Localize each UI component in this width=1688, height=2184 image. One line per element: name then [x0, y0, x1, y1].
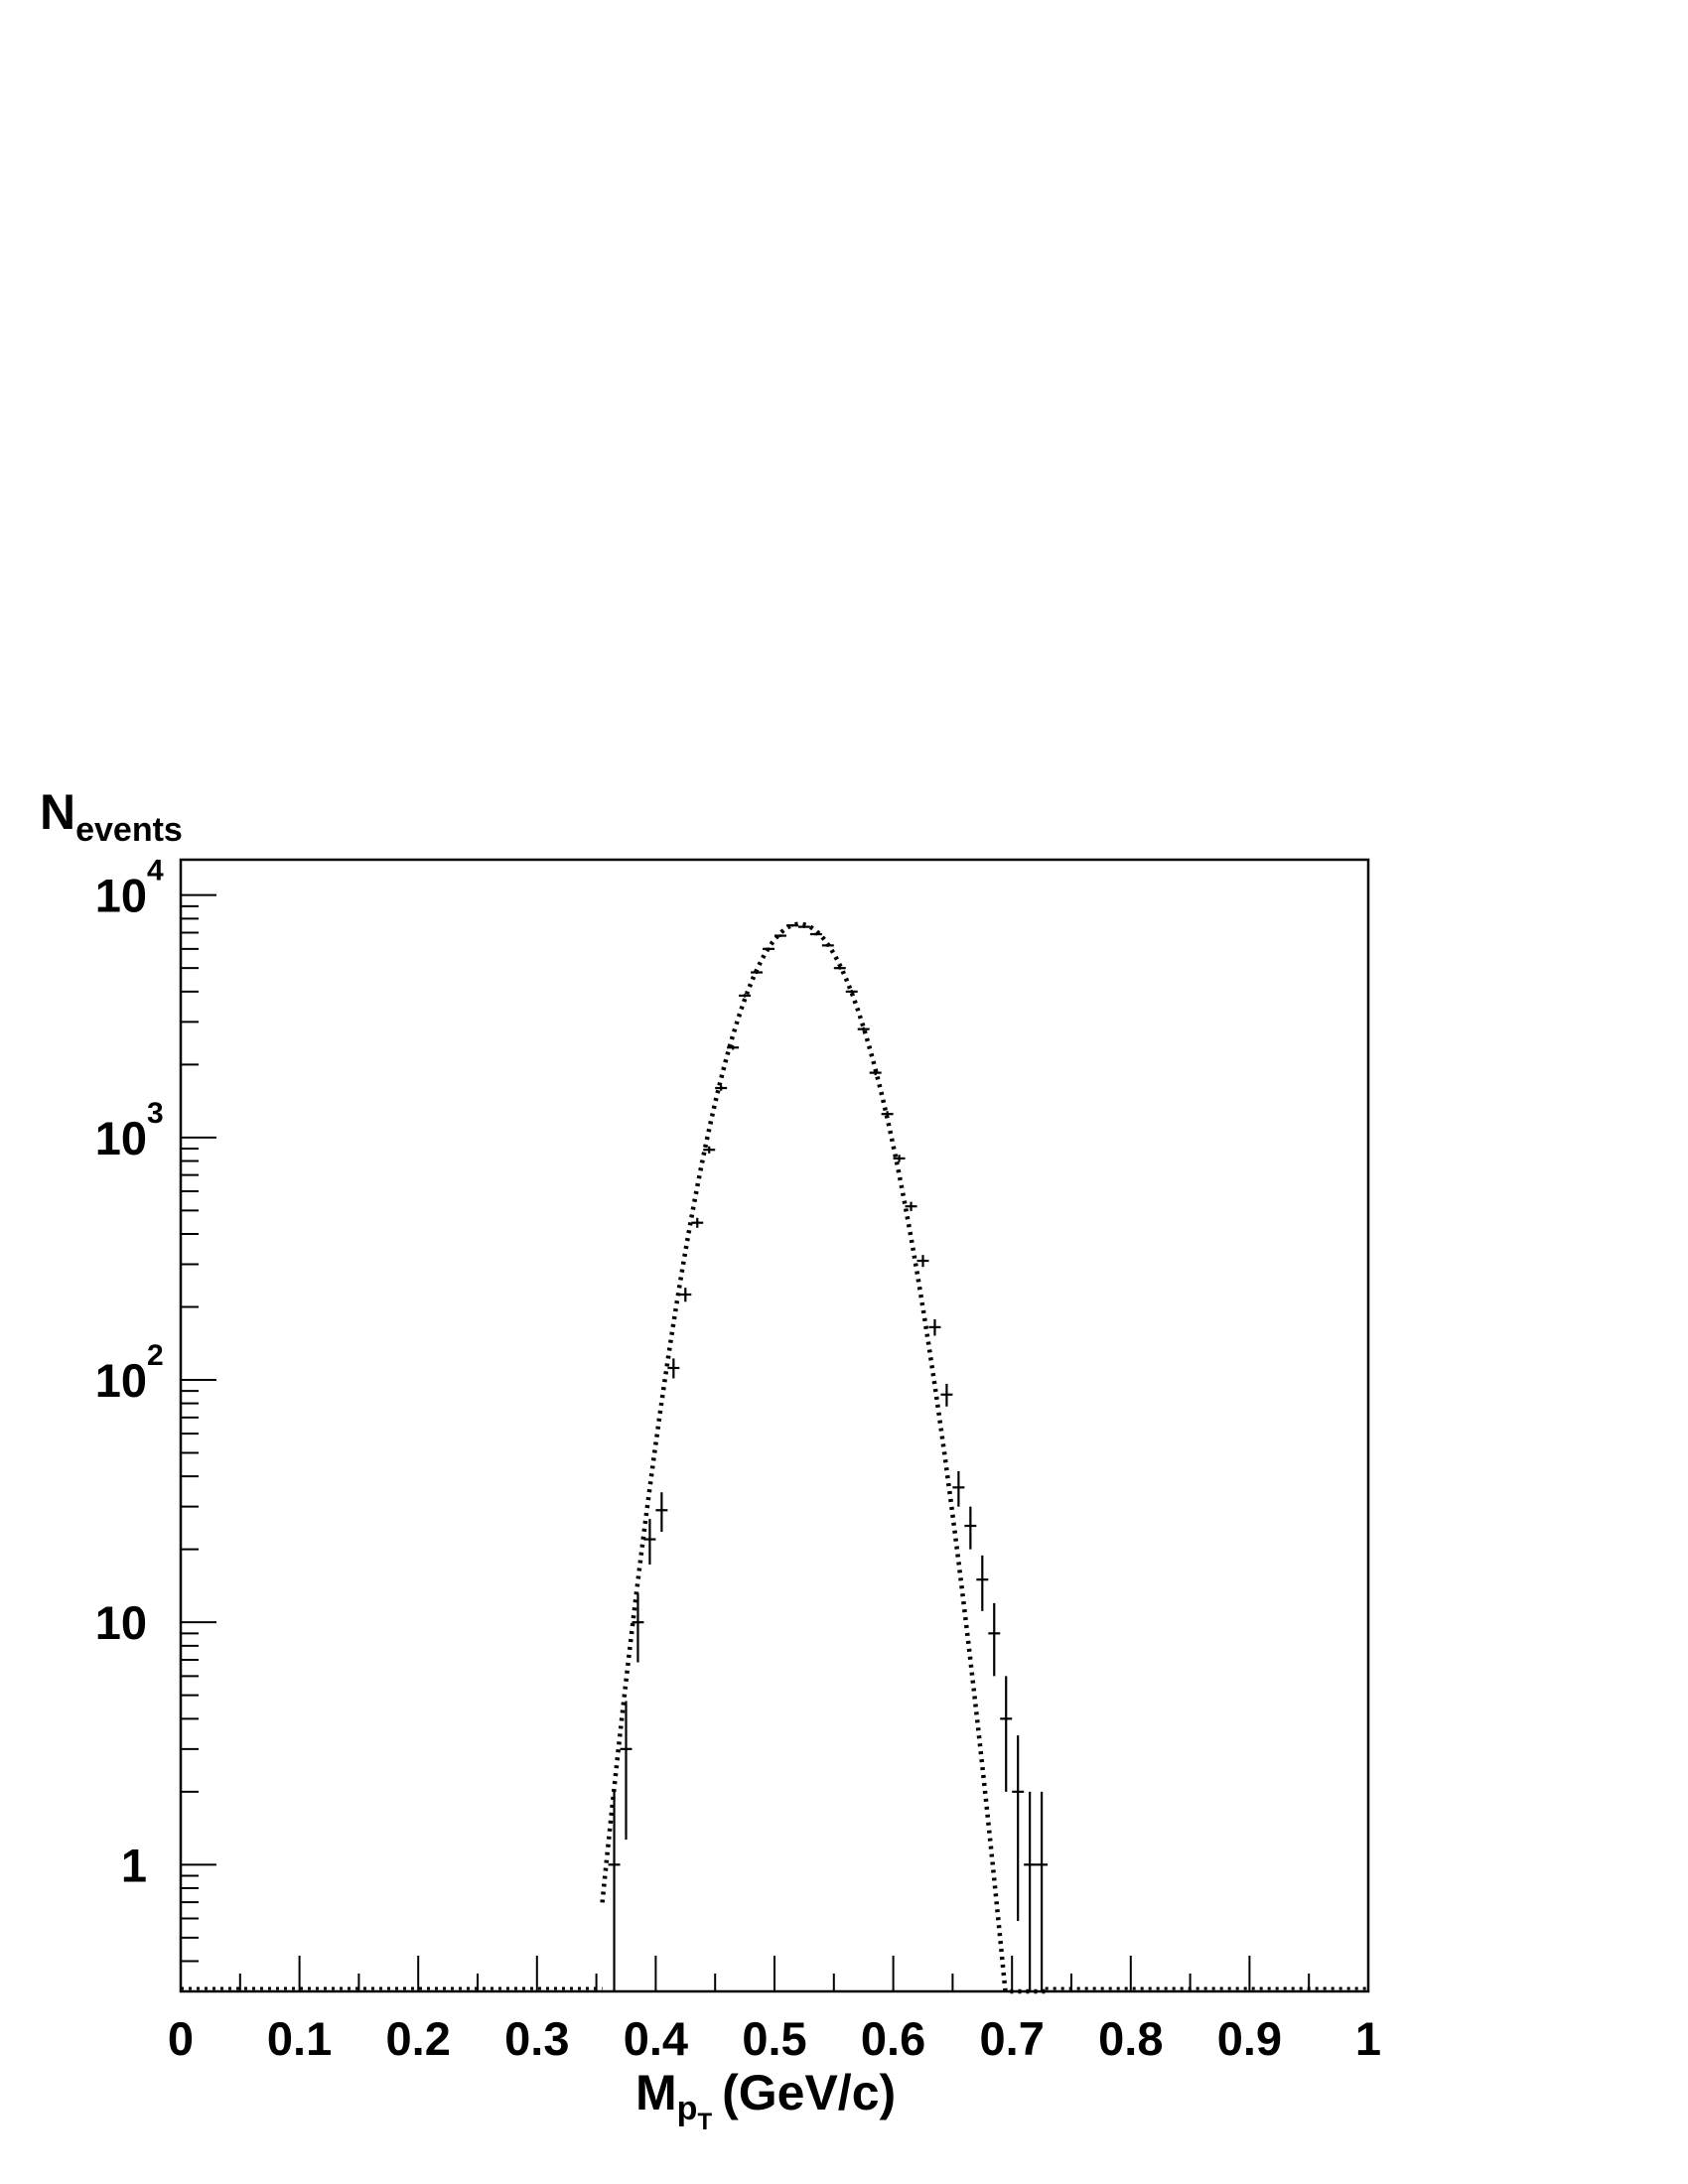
data-point [1036, 1791, 1049, 1991]
y-tick-label: 10 [95, 1112, 147, 1164]
data-point [774, 934, 786, 937]
data-point [655, 1492, 668, 1533]
data-point [715, 1085, 728, 1091]
x-tick-label: 0.7 [980, 2012, 1045, 2065]
data-point [679, 1288, 692, 1302]
data-point [809, 932, 822, 936]
x-tick-label: 1 [1355, 2012, 1381, 2065]
data-point [667, 1358, 680, 1379]
data-point [952, 1470, 965, 1507]
data-point [797, 925, 810, 928]
data-point [940, 1383, 953, 1407]
y-axis-ticks [181, 893, 216, 1992]
x-tick-label: 0.6 [861, 2012, 925, 2065]
data-point [1000, 1676, 1013, 1792]
data-point [1012, 1735, 1025, 1922]
y-tick-exponent: 2 [147, 1339, 164, 1372]
data-point [976, 1555, 989, 1611]
data-point [833, 966, 846, 970]
data-point [703, 1146, 716, 1154]
y-tick-label: 10 [95, 870, 147, 922]
data-point [857, 1026, 870, 1031]
plot-frame [179, 858, 1370, 1993]
data-point [964, 1506, 977, 1550]
data-point [881, 1111, 894, 1118]
data-point [905, 1201, 917, 1211]
data-point [608, 1791, 621, 1991]
x-axis-ticks [180, 1956, 1369, 1991]
x-tick-label: 0 [168, 2012, 194, 2065]
data-point [739, 994, 752, 998]
data-point [727, 1045, 740, 1050]
data-point [1024, 1791, 1037, 1991]
x-tick-label: 0.9 [1217, 2012, 1282, 2065]
x-axis-label: MpT(GeV/c) [635, 2065, 896, 2135]
data-point [751, 970, 764, 975]
y-tick-label: 10 [95, 1596, 147, 1649]
data-point [928, 1318, 941, 1336]
x-tick-label: 0.5 [742, 2012, 806, 2065]
data-point [869, 1070, 882, 1076]
fit-curve-line [600, 921, 1046, 1994]
data-point [620, 1701, 633, 1841]
x-tick-label: 0.2 [386, 2012, 451, 2065]
data-point [893, 1155, 906, 1162]
x-tick-label: 0.4 [624, 2012, 688, 2065]
data-point [988, 1602, 1001, 1677]
data-point [691, 1217, 704, 1228]
data-point [821, 944, 834, 947]
data-points [608, 923, 1049, 1991]
data-point [916, 1255, 929, 1268]
x-tick-label: 0.8 [1098, 2012, 1163, 2065]
data-point [763, 947, 774, 951]
data-point [785, 923, 798, 927]
data-point [643, 1519, 656, 1565]
x-tick-label: 0.3 [504, 2012, 569, 2065]
x-tick-labels: 0 0.1 0.2 0.3 0.4 0.5 0.6 0.7 0.8 0.9 1 [168, 2012, 1381, 2065]
fit-curve [600, 921, 1046, 1994]
y-axis-label: Nevents [40, 784, 183, 849]
data-point [845, 990, 858, 994]
y-tick-exponent: 4 [147, 855, 164, 887]
x-tick-label: 0.1 [267, 2012, 332, 2065]
data-point [632, 1593, 644, 1663]
y-tick-label: 1 [121, 1839, 147, 1891]
y-tick-exponent: 3 [147, 1097, 164, 1130]
y-tick-label: 10 [95, 1354, 147, 1407]
